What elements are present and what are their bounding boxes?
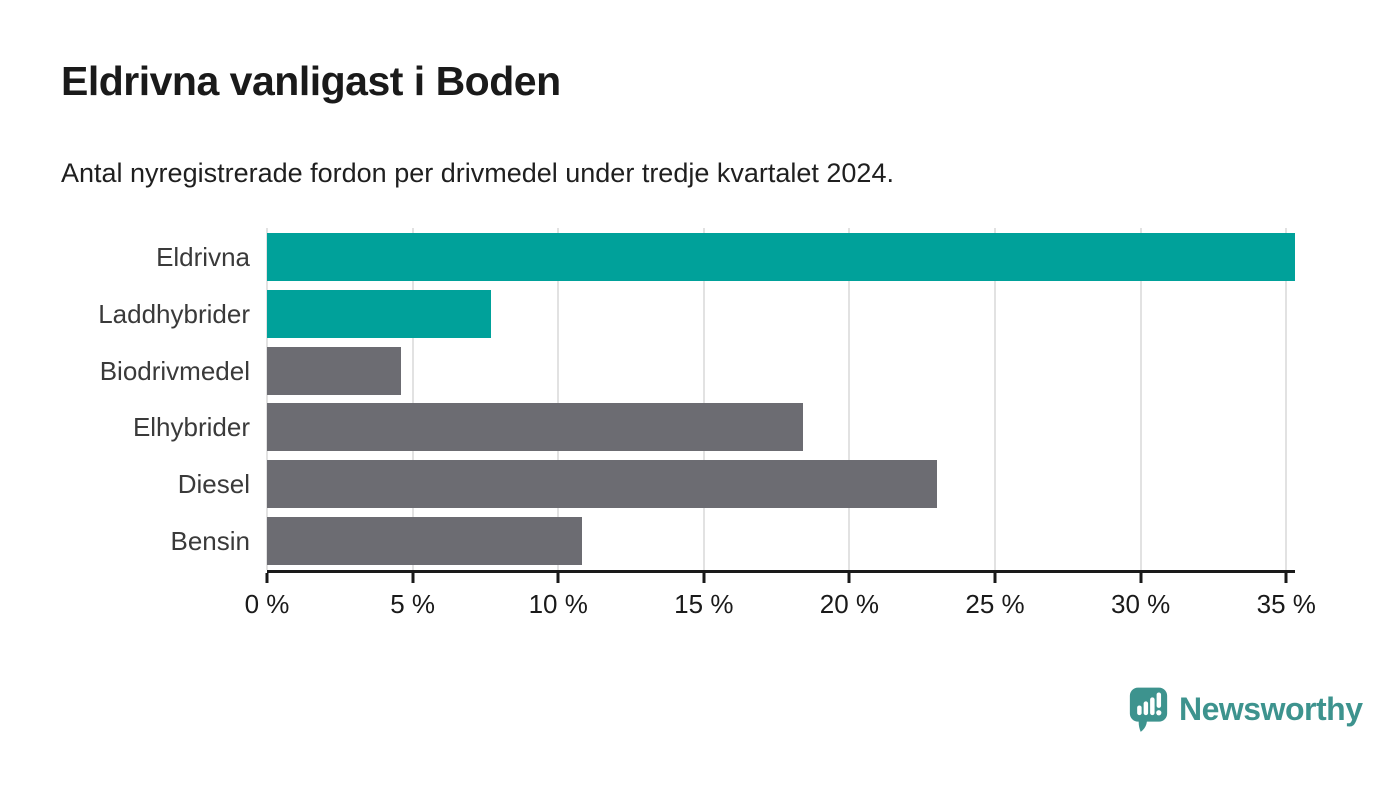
newsworthy-logo-text: Newsworthy bbox=[1179, 691, 1363, 727]
gridline bbox=[557, 228, 560, 570]
bar-eldrivna bbox=[267, 233, 1295, 281]
bar-row-bensin: Bensin bbox=[171, 516, 1295, 565]
category-label-eldrivna: Eldrivna bbox=[156, 242, 250, 272]
axis-tick-label: 25 % bbox=[965, 589, 1025, 619]
axis-tick-label: 5 % bbox=[390, 589, 435, 619]
category-label-elhybrider: Elhybrider bbox=[132, 412, 250, 443]
bar-row-eldrivna: Eldrivna bbox=[156, 233, 1295, 281]
gridline bbox=[1285, 228, 1288, 570]
gridline bbox=[1139, 228, 1142, 570]
axis-tick bbox=[1284, 573, 1288, 583]
bar-row-diesel: Diesel bbox=[178, 460, 1295, 509]
grid-layer bbox=[266, 228, 1295, 570]
axis-tick-label: 35 % bbox=[1256, 589, 1316, 619]
axis-tick bbox=[265, 573, 269, 583]
plot-area: Eldrivna Laddhybrider Biodrivmedel Elhybrid… bbox=[98, 228, 1295, 573]
gridline bbox=[411, 228, 414, 570]
newsworthy-logo: Newsworthy bbox=[1128, 686, 1363, 733]
bar-laddhybrider bbox=[267, 289, 492, 338]
axis-tick bbox=[993, 573, 997, 583]
bar-elhybrider bbox=[267, 403, 803, 452]
axis-tick bbox=[847, 573, 851, 583]
bar-bensin bbox=[267, 516, 582, 565]
category-label-diesel: Diesel bbox=[177, 469, 250, 500]
bar-chart: Eldrivna Laddhybrider Biodrivmedel Elhybrid… bbox=[61, 228, 1321, 623]
axis-tick bbox=[702, 573, 706, 583]
axis-tick-label: 0 % bbox=[244, 589, 290, 619]
bar-row-biodrivmedel: Biodrivmedel bbox=[100, 346, 1295, 395]
axis-tick-label: 10 % bbox=[528, 589, 588, 619]
bar-row-elhybrider: Elhybrider bbox=[133, 403, 1295, 452]
gridline bbox=[702, 228, 705, 570]
axis-tick bbox=[556, 573, 560, 583]
gridline bbox=[994, 228, 997, 570]
axis-tick-label: 20 % bbox=[819, 589, 880, 619]
newsworthy-logo-icon bbox=[1129, 687, 1168, 732]
category-label-bensin: Bensin bbox=[170, 525, 251, 556]
chart-title: Eldrivna vanligast i Boden bbox=[61, 58, 561, 104]
axis-tick-label: 15 % bbox=[674, 589, 734, 619]
chart-subtitle: Antal nyregistrerade fordon per drivmede… bbox=[61, 158, 894, 188]
x-axis: 0 % 5 % 10 % 15 % 20 % 25 % 30 % 35 % bbox=[245, 573, 1316, 623]
bar-rows: Eldrivna Laddhybrider Biodrivmedel Elhybrid… bbox=[98, 228, 1295, 570]
axis-tick bbox=[411, 573, 415, 583]
bar-biodrivmedel bbox=[267, 346, 401, 395]
category-label-biodrivmedel: Biodrivmedel bbox=[99, 355, 250, 386]
axis-tick bbox=[1139, 573, 1143, 583]
gridline bbox=[848, 228, 851, 570]
axis-tick-label: 30 % bbox=[1111, 589, 1171, 619]
bar-row-laddhybrider: Laddhybrider bbox=[98, 289, 1295, 338]
gridline bbox=[266, 228, 268, 570]
bar-diesel bbox=[267, 460, 937, 509]
category-label-laddhybrider: Laddhybrider bbox=[98, 298, 250, 329]
